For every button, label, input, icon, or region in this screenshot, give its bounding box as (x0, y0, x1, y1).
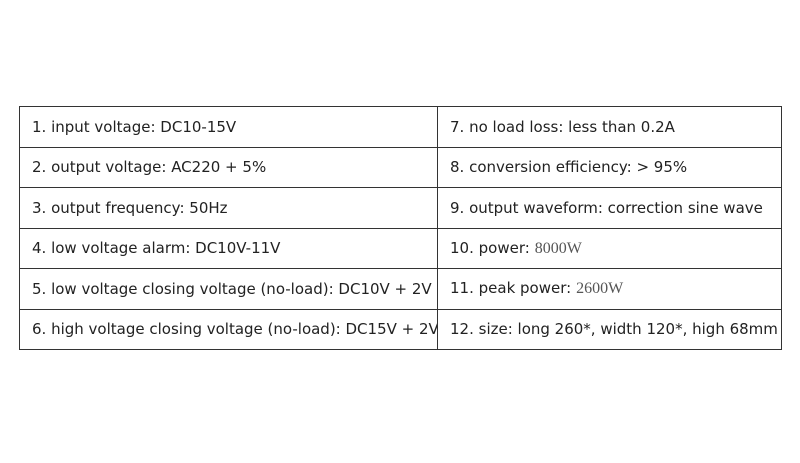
spec-cell: 9. output waveform: correction sine wave (437, 187, 782, 229)
table-row: 4. low voltage alarm: DC10V-11V 10. power… (19, 227, 782, 269)
spec-label: 11. peak power: (450, 279, 572, 298)
spec-value: 8000W (534, 239, 582, 257)
table-row: 5. low voltage closing voltage (no-load)… (19, 268, 782, 310)
table-row: 2. output voltage: AC220 + 5% 8. conversi… (19, 146, 782, 188)
spec-cell: 10. power: 8000W (437, 227, 782, 269)
spec-table: 1. input voltage: DC10-15V 7. no load los… (19, 106, 782, 350)
spec-table-body: 1. input voltage: DC10-15V 7. no load los… (19, 106, 782, 350)
spec-value: 2600W (576, 280, 624, 298)
spec-label: 10. power: (450, 238, 530, 257)
table-row: 1. input voltage: DC10-15V 7. no load los… (19, 106, 782, 148)
spec-table-wrap: 1. input voltage: DC10-15V 7. no load los… (19, 106, 782, 350)
spec-cell: 4. low voltage alarm: DC10V-11V (19, 227, 438, 269)
spec-cell: 6. high voltage closing voltage (no-load… (19, 308, 438, 350)
spec-cell: 5. low voltage closing voltage (no-load)… (19, 268, 438, 310)
spec-cell: 1. input voltage: DC10-15V (19, 106, 438, 148)
spec-cell: 8. conversion efficiency: > 95% (437, 146, 782, 188)
table-row: 3. output frequency: 50Hz 9. output wavef… (19, 187, 782, 229)
spec-cell: 3. output frequency: 50Hz (19, 187, 438, 229)
spec-cell: 2. output voltage: AC220 + 5% (19, 146, 438, 188)
spec-cell: 7. no load loss: less than 0.2A (437, 106, 782, 148)
table-row: 6. high voltage closing voltage (no-load… (19, 308, 782, 350)
spec-cell: 11. peak power: 2600W (437, 268, 782, 310)
spec-cell: 12. size: long 260*, width 120*, high 68… (437, 308, 782, 350)
